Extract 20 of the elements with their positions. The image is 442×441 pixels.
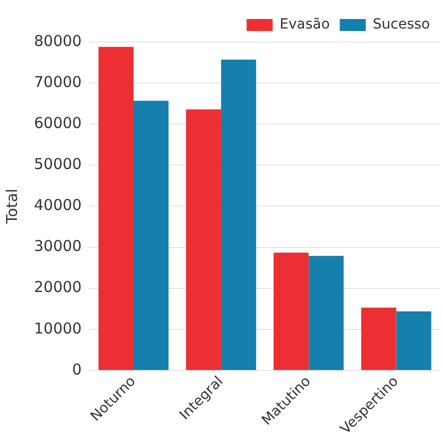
bar [221,60,256,370]
y-axis-title: Total [2,188,21,225]
y-tick-label: 30000 [34,237,82,256]
bar [186,109,222,370]
y-tick-label: 70000 [34,72,82,91]
bar [308,256,344,370]
bar [396,311,432,370]
bar [98,46,134,370]
bar [134,100,169,370]
bar [274,252,309,370]
y-tick-label: 80000 [34,32,82,50]
legend-label: Evasão [280,16,330,33]
y-tick-label: 60000 [34,114,82,132]
bar [361,308,396,370]
y-tick-label: 20000 [34,278,82,296]
y-tick-label: 10000 [34,319,82,338]
y-tick-label: 0 [72,360,82,378]
legend-label: Sucesso [372,16,430,33]
y-tick-label: 40000 [34,196,82,214]
y-tick-label: 50000 [34,155,82,174]
